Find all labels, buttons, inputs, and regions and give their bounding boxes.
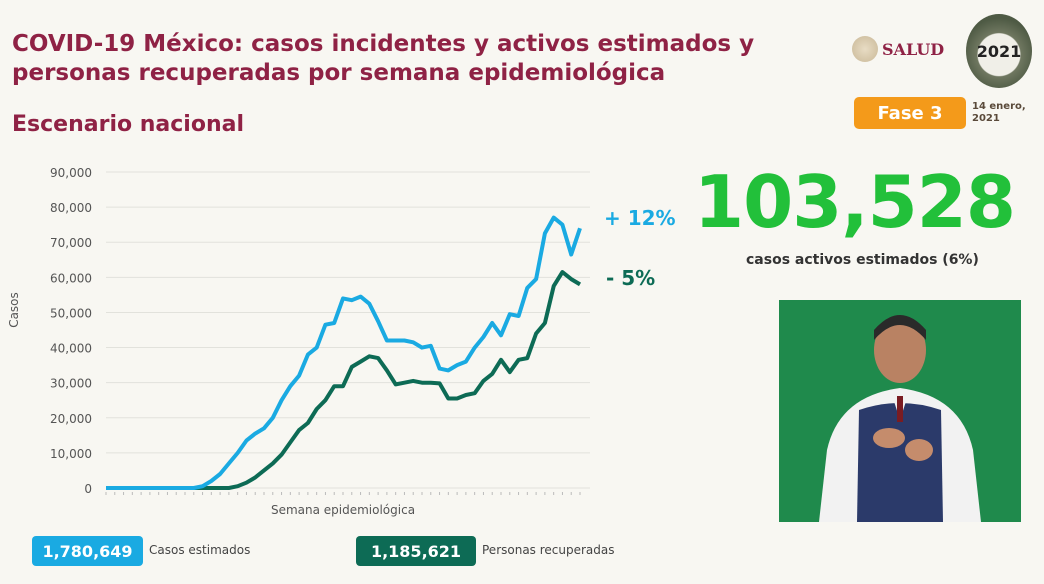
page-title: COVID-19 México: casos incidentes y acti… xyxy=(12,31,755,86)
y-tick-label: 30,000 xyxy=(50,377,92,391)
y-tick-label: 40,000 xyxy=(50,342,92,356)
salud-logo-text: SALUD xyxy=(882,39,945,59)
x-axis-label: Semana epidemiológica xyxy=(271,503,415,517)
estimated-cases-line xyxy=(106,215,582,490)
interpreter-figure xyxy=(819,315,981,522)
y-tick-label: 90,000 xyxy=(50,166,92,180)
date-label: 14 enero, 2021 xyxy=(972,101,1026,124)
estimated-change-label: + 12% xyxy=(604,206,676,230)
y-tick-label: 10,000 xyxy=(50,447,92,461)
y-tick-label: 20,000 xyxy=(50,412,92,426)
recovered-legend-label: Personas recuperadas xyxy=(482,543,615,557)
recovered-line xyxy=(106,270,582,490)
y-tick-label: 0 xyxy=(84,482,92,496)
sign-language-interpreter-video xyxy=(779,300,1021,522)
y-tick-label: 70,000 xyxy=(50,236,92,250)
salud-logo: SALUD xyxy=(852,36,944,62)
active-cases-value: 103,528 xyxy=(694,160,1016,244)
active-cases-caption: casos activos estimados (6%) xyxy=(746,252,979,268)
page-subtitle: Escenario nacional xyxy=(12,112,245,137)
estimated-legend-label: Casos estimados xyxy=(149,543,251,557)
national-seal-icon xyxy=(852,36,878,62)
phase-badge: Fase 3 xyxy=(854,97,966,129)
y-tick-label: 50,000 xyxy=(50,306,92,320)
y-tick-label: 80,000 xyxy=(50,201,92,215)
estimated-total-badge: 1,780,649 xyxy=(32,536,143,566)
y-tick-label: 60,000 xyxy=(50,271,92,285)
mexico-2021-logo: 2021 xyxy=(966,14,1032,88)
line-chart: 0 10,000 20,000 30,000 40,000 50,000 60,000 70,… xyxy=(7,166,590,517)
recovered-total-badge: 1,185,621 xyxy=(356,536,476,566)
logo-2021-text: 2021 xyxy=(976,41,1022,61)
recovered-change-label: - 5% xyxy=(606,266,656,290)
y-axis-label: Casos xyxy=(7,292,21,328)
